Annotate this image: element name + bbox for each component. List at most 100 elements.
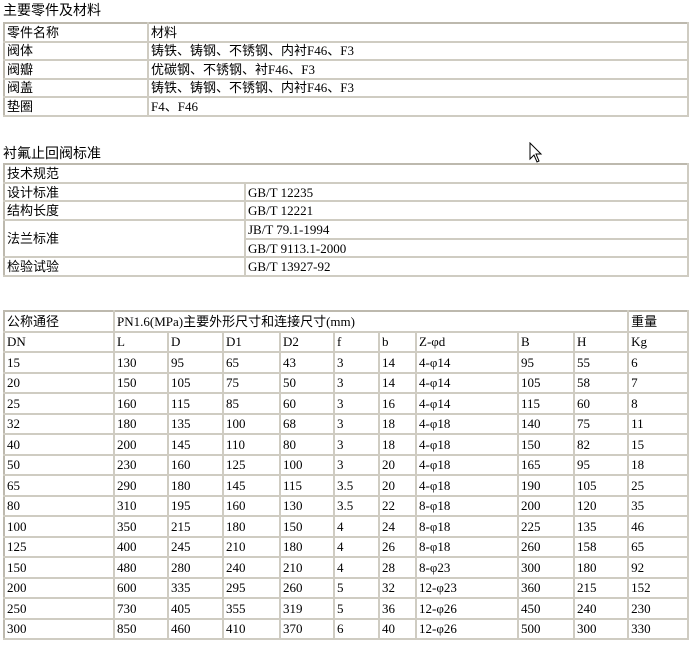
cell: 105: [167, 371, 224, 394]
cell: 200: [3, 576, 115, 599]
cell: 115: [517, 392, 575, 415]
cell: 4: [333, 556, 380, 579]
cell: 92: [627, 556, 689, 579]
cell: 3.5: [333, 474, 380, 497]
column-header: Z-φd: [415, 330, 519, 353]
table-row: 20 150 105 75 50 3 14 4-φ14 105 58 7: [3, 371, 689, 394]
cell: 180: [167, 474, 224, 497]
cell: 730: [113, 597, 169, 620]
cell: 100: [222, 412, 281, 435]
cell: 105: [572, 474, 630, 497]
cell: 460: [167, 617, 224, 640]
cell: 245: [167, 535, 224, 558]
cell: 8-φ18: [415, 494, 519, 517]
table-row: 法兰标准 JB/T 79.1-1994: [3, 219, 689, 259]
cell: 130: [113, 351, 169, 374]
cell: 60: [572, 392, 630, 415]
cell: 230: [113, 453, 169, 476]
cell: 80: [279, 433, 335, 456]
cell: JB/T 79.1-1994: [244, 219, 689, 240]
column-header: DN: [3, 330, 115, 353]
table-row: 设计标准 GB/T 12235: [3, 181, 689, 203]
cell: 18: [378, 412, 417, 435]
table-row: 25 160 115 85 60 3 16 4-φ14 115 60 8: [3, 392, 689, 415]
dimensions-table: 公称通径 PN1.6(MPa)主要外形尺寸和连接尺寸(mm) 重量 DN L D D1…: [3, 310, 689, 640]
cell: 405: [167, 597, 224, 620]
cell: F4、F46: [147, 96, 689, 117]
cell: 43: [279, 351, 335, 374]
parts-materials-table: 零件名称 材料 阀体 铸铁、铸钢、不锈钢、内衬F46、F3 阀瓣 优碳钢、不锈钢、衬F46…: [3, 22, 689, 117]
table-row: 垫圈 F4、F46: [3, 96, 689, 117]
cell: 3: [333, 412, 380, 435]
cell: 结构长度: [3, 200, 246, 222]
cell: 140: [517, 412, 575, 435]
cell: 82: [572, 433, 630, 456]
table-row: 50 230 160 125 100 3 20 4-φ18 165 95 18: [3, 453, 689, 476]
table-row: 结构长度 GB/T 12221: [3, 200, 689, 222]
table-row: 150 480 280 240 210 4 28 8-φ23 300 180 92: [3, 556, 689, 579]
cell: 阀体: [3, 40, 149, 61]
table-row: 200 600 335 295 260 5 32 12-φ23 360 215 152: [3, 576, 689, 599]
cell: 4-φ14: [415, 351, 519, 374]
cell: 65: [222, 351, 281, 374]
cell: 152: [627, 576, 689, 599]
table-row: 80 310 195 160 130 3.5 22 8-φ18 200 120 35: [3, 494, 689, 517]
cell: 3.5: [333, 494, 380, 517]
cell: 180: [572, 556, 630, 579]
cell: 260: [279, 576, 335, 599]
cell: 150: [279, 515, 335, 538]
cell: 20: [378, 453, 417, 476]
cell: 25: [627, 474, 689, 497]
cell: 290: [113, 474, 169, 497]
cell: 500: [517, 617, 575, 640]
cell: 25: [3, 392, 115, 415]
cell: 180: [113, 412, 169, 435]
cell: 125: [3, 535, 115, 558]
cell: 12-φ26: [415, 617, 519, 640]
cell: 3: [333, 392, 380, 415]
cell: 3: [333, 433, 380, 456]
table-row: 技术规范: [3, 163, 689, 184]
cell: 145: [222, 474, 281, 497]
cell: 130: [279, 494, 335, 517]
cell: 36: [378, 597, 417, 620]
cell: 14: [378, 371, 417, 394]
cell: 15: [627, 433, 689, 456]
cell: 300: [517, 556, 575, 579]
mouse-cursor-icon: [529, 142, 543, 163]
standards-table: 技术规范 设计标准 GB/T 12235 结构长度 GB/T 12221 法兰标准 J…: [3, 163, 689, 278]
cell: 110: [222, 433, 281, 456]
cell: 4-φ18: [415, 453, 519, 476]
cell: 35: [627, 494, 689, 517]
cell: 50: [3, 453, 115, 476]
table-row: 32 180 135 100 68 3 18 4-φ18 140 75 11: [3, 412, 689, 435]
cell: 铸铁、铸钢、不锈钢、内衬F46、F3: [147, 40, 689, 61]
cell: 12-φ26: [415, 597, 519, 620]
cell: 215: [572, 576, 630, 599]
cell: 3: [333, 453, 380, 476]
cell: 阀瓣: [3, 59, 149, 80]
cell: 180: [279, 535, 335, 558]
column-header: 零件名称: [3, 22, 149, 43]
cell: 335: [167, 576, 224, 599]
cell: GB/T 12221: [244, 200, 689, 222]
cell: 210: [222, 535, 281, 558]
cell: 14: [378, 351, 417, 374]
cell: 95: [167, 351, 224, 374]
cell: 18: [378, 433, 417, 456]
cell: 145: [167, 433, 224, 456]
table-row: 阀盖 铸铁、铸钢、不锈钢、内衬F46、F3: [3, 77, 689, 98]
cell: 32: [378, 576, 417, 599]
cell: 8-φ23: [415, 556, 519, 579]
cell: 65: [3, 474, 115, 497]
cell: 330: [627, 617, 689, 640]
cell: 300: [3, 617, 115, 640]
cell: 295: [222, 576, 281, 599]
cell: 300: [572, 617, 630, 640]
cell: GB/T 9113.1-2000: [244, 237, 689, 259]
table-row: 阀体 铸铁、铸钢、不锈钢、内衬F46、F3: [3, 40, 689, 61]
table-column-row: DN L D D1 D2 f b Z-φd B H Kg: [3, 330, 689, 353]
cell: 20: [378, 474, 417, 497]
cell: 11: [627, 412, 689, 435]
cell: 150: [3, 556, 115, 579]
